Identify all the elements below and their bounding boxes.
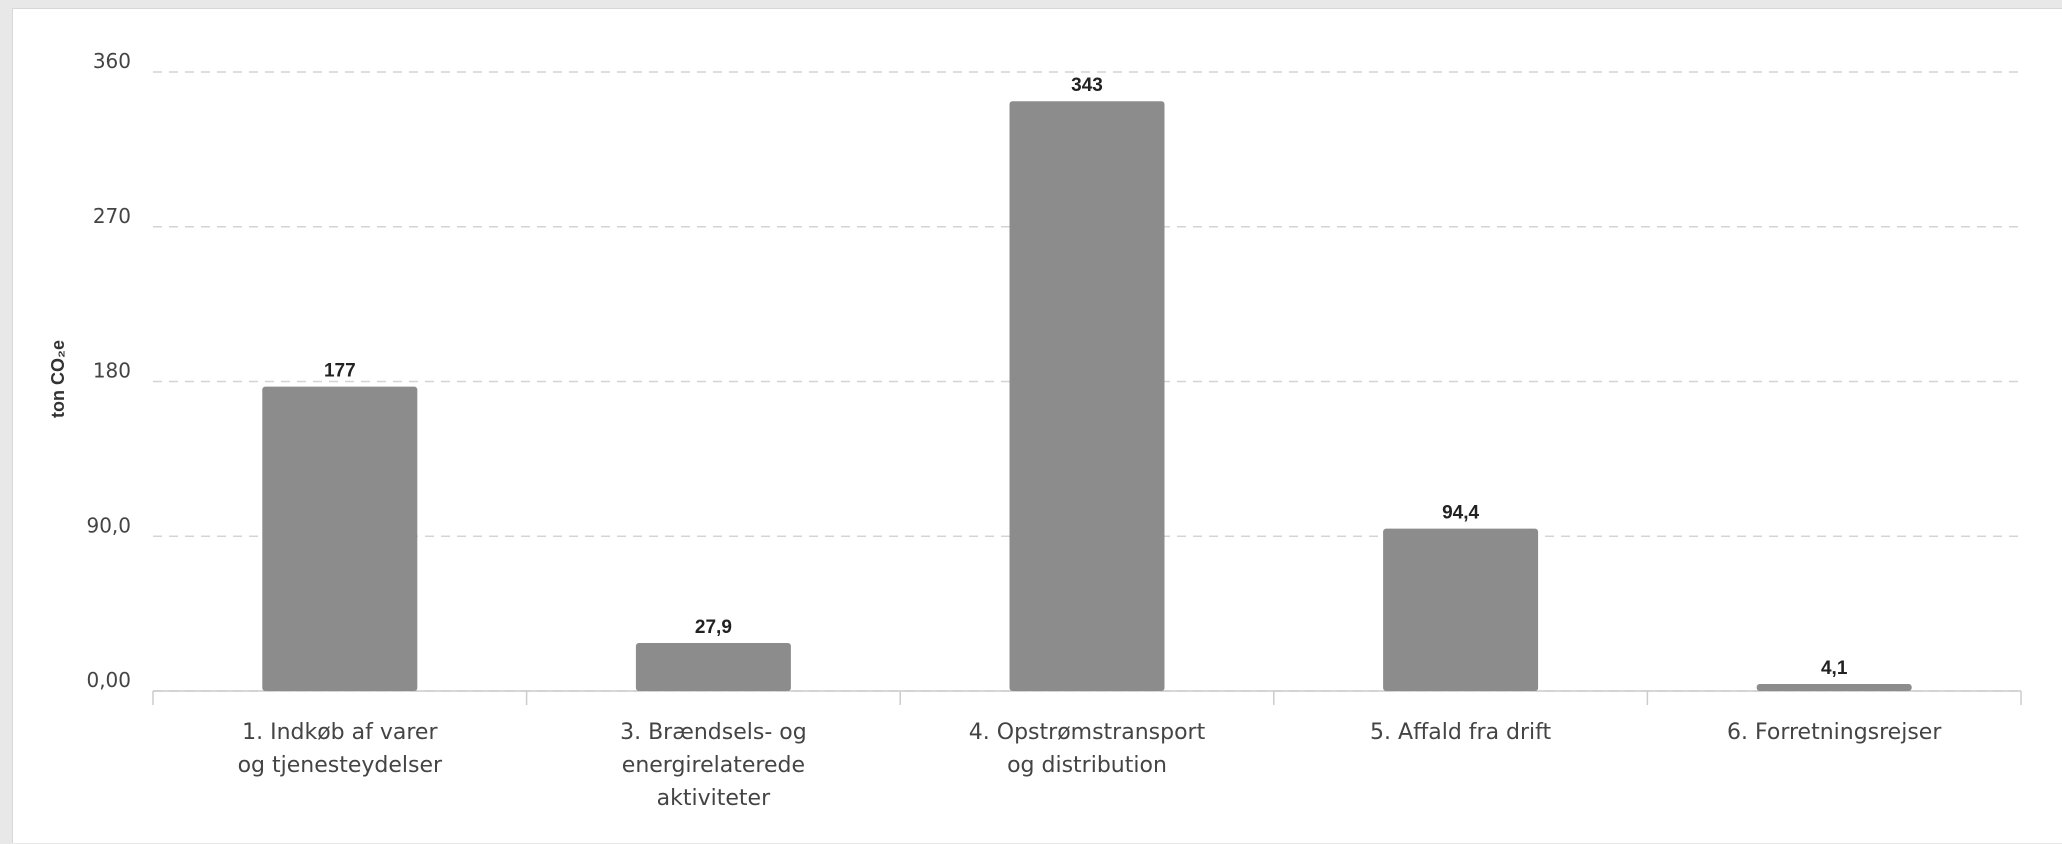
data-label: 4,1 (1821, 658, 1848, 679)
x-category-label: 5. Affald fra drift (1370, 720, 1551, 745)
data-label: 343 (1071, 75, 1103, 96)
data-label: 27,9 (695, 617, 732, 638)
x-category-label: 4. Opstrømstransport og distribution (969, 720, 1206, 778)
x-axis-categories: 1. Indkøb af varer og tjenesteydelser 3. B… (238, 720, 1943, 811)
data-label: 94,4 (1442, 503, 1479, 524)
data-label: 177 (324, 361, 356, 382)
bar (1756, 683, 1912, 691)
bar-chart: 0,00 90,0 180 270 360 ton CO₂e 177 27,9 343 94,… (48, 49, 2022, 811)
y-axis-label: ton CO₂e (48, 340, 68, 418)
y-axis-ticks: 0,00 90,0 180 270 360 (86, 49, 131, 692)
bar (1009, 101, 1165, 692)
x-category-label: 3. Brændsels- og energirelaterede aktivite… (620, 720, 807, 811)
bars: 177 27,9 343 94,4 4,1 (262, 75, 1912, 692)
y-tick-label: 90,0 (86, 513, 131, 537)
bar (635, 643, 791, 691)
y-tick-label: 360 (93, 49, 131, 73)
bar (1383, 528, 1539, 691)
y-tick-label: 270 (93, 204, 131, 228)
x-category-label: 6. Forretningsrejser (1727, 720, 1942, 745)
chart-card: 0,00 90,0 180 270 360 ton CO₂e 177 27,9 343 94,… (12, 8, 2062, 843)
x-category-label: 1. Indkøb af varer og tjenesteydelser (238, 720, 443, 778)
bar (262, 386, 418, 691)
y-tick-label: 180 (93, 359, 131, 383)
y-tick-label: 0,00 (86, 668, 131, 692)
